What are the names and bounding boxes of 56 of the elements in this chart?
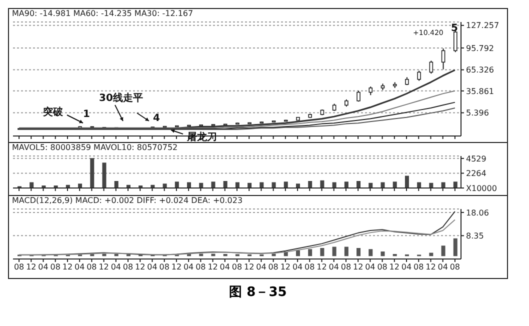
y-tick-label: 35.861 [466, 86, 494, 96]
y-tick-label: 127.257 [466, 21, 500, 30]
annotation: 突破 [43, 106, 63, 119]
x-tick-label: 04 [74, 262, 85, 272]
x-tick-label: 04 [220, 262, 230, 272]
x-tick-label: 04 [38, 262, 48, 272]
chart-subtitle: MACD(12,26,9) MACD: +0.002 DIFF: +0.024 DEA: +0.023 [12, 196, 243, 205]
x-tick-label: 08 [159, 262, 170, 272]
x-tick-label: 12 [98, 262, 109, 272]
x-tick-label: 08 [232, 262, 242, 272]
x-tick-label: 12 [62, 262, 73, 272]
annotation: 30线走平 [99, 92, 143, 105]
x-tick-label: 08 [14, 262, 24, 272]
x-tick-label: 08 [414, 262, 424, 272]
x-tick-label: 12 [135, 262, 146, 272]
chart-subtitle: MAVOL5: 80003859 MAVOL10: 80570752 [12, 143, 178, 152]
x-tick-label: 04 [256, 262, 266, 272]
x-tick-label: 12 [389, 262, 400, 272]
annotation: 4 [153, 113, 160, 124]
x-tick-label: 08 [86, 262, 97, 272]
x-tick-label: 12 [316, 262, 327, 272]
y-tick-label: 4529 [466, 154, 486, 164]
x-tick-label: 04 [110, 262, 122, 272]
x-tick-label: 12 [171, 262, 182, 272]
x-tick-label: 12 [280, 262, 291, 272]
x-tick-label: 08 [340, 262, 352, 272]
x-tick-label: 08 [50, 262, 60, 272]
x-tick-label: 04 [292, 262, 303, 272]
x-tick-label: 04 [438, 262, 448, 272]
x-tick-label: 12 [244, 262, 254, 272]
x-tick-label: 04 [183, 262, 194, 272]
x-tick-label: 08 [304, 262, 315, 272]
y-tick-label: X10000 [466, 184, 497, 193]
x-tick-label: 04 [365, 262, 376, 272]
x-tick-label: 08 [268, 262, 278, 272]
x-tick-label: 12 [352, 262, 364, 272]
annotation: 5 [451, 23, 458, 34]
y-tick-label: 8.35 [466, 232, 484, 241]
x-tick-label: 12 [208, 262, 218, 272]
x-tick-label: 04 [147, 262, 158, 272]
y-tick-label: 18.06 [466, 208, 489, 218]
y-tick-label: 65.326 [466, 66, 494, 75]
x-tick-label: 12 [426, 262, 436, 272]
y-tick-label: 95.792 [466, 44, 494, 53]
y-tick-label: 5.396 [466, 108, 489, 118]
annotation: 1 [83, 109, 90, 120]
x-tick-label: 04 [401, 262, 412, 272]
x-tick-label: 12 [26, 262, 36, 272]
x-tick-label: 08 [122, 262, 134, 272]
y-tick-label: 2264 [466, 169, 486, 178]
x-tick-label: 08 [196, 262, 206, 272]
chart-subtitle: MA90: -14.981 MA60: -14.235 MA30: -12.167 [12, 9, 194, 18]
caption: 图 8－35 [228, 284, 288, 301]
x-tick-label: 08 [450, 262, 460, 272]
x-tick-label: 04 [328, 262, 339, 272]
x-tick-label: 08 [377, 262, 388, 272]
